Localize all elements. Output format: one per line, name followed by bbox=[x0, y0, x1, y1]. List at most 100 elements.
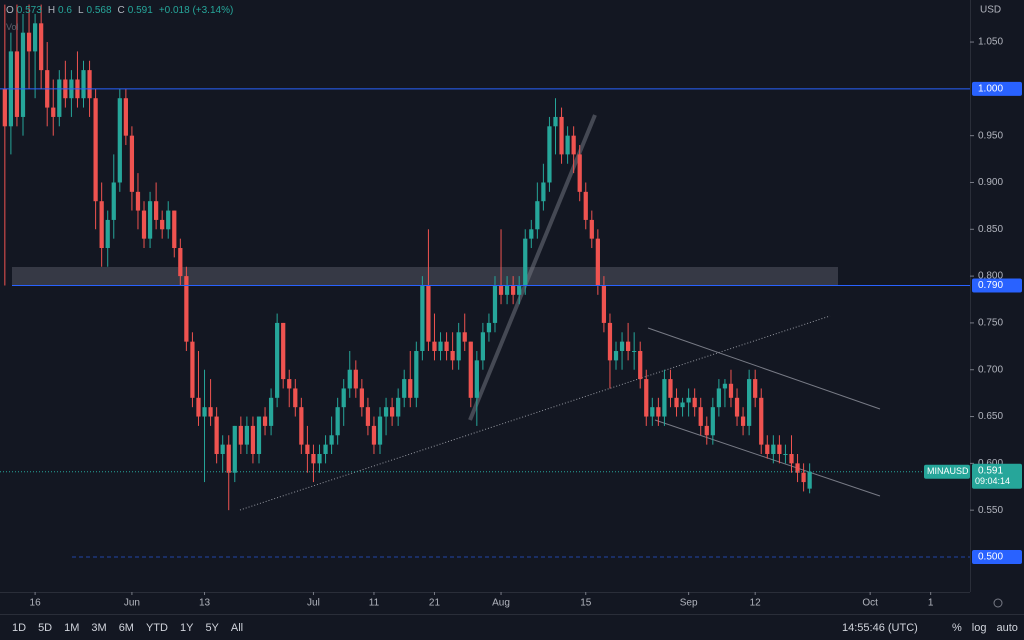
candle-body bbox=[262, 416, 268, 426]
candle-body bbox=[722, 383, 728, 389]
candle-body bbox=[389, 407, 395, 417]
candle-body bbox=[704, 425, 709, 436]
candle-body bbox=[789, 453, 794, 464]
candle-body bbox=[57, 79, 62, 117]
candle-body bbox=[734, 397, 740, 417]
range-button[interactable]: All bbox=[230, 622, 244, 634]
candle-body bbox=[365, 407, 371, 426]
candle-body bbox=[632, 351, 637, 353]
x-tick-label: 15 bbox=[580, 598, 592, 609]
candle-body bbox=[353, 369, 358, 389]
x-tick-label: 16 bbox=[30, 598, 42, 609]
candle-body bbox=[462, 332, 467, 342]
range-button[interactable]: 6M bbox=[118, 622, 134, 634]
candle-body bbox=[607, 322, 613, 361]
volume-label: Vol bbox=[6, 22, 19, 32]
range-button[interactable]: 3M bbox=[91, 622, 107, 634]
candle-body bbox=[728, 383, 734, 398]
candle-body bbox=[674, 397, 679, 408]
bottom-toolbar: 1D 5D 1M 3M 6M YTD 1Y 5Y All 14:55:46 (UTC) % log… bbox=[0, 614, 1024, 640]
candle-body bbox=[383, 407, 389, 417]
channel-line bbox=[647, 327, 881, 410]
candle-body bbox=[160, 219, 165, 230]
x-tick-label: 11 bbox=[369, 598, 380, 609]
range-button[interactable]: 1Y bbox=[179, 622, 194, 634]
candle-body bbox=[341, 388, 346, 408]
candle-body bbox=[371, 425, 377, 445]
candle-body bbox=[311, 453, 316, 464]
candle-body bbox=[299, 407, 304, 445]
candle-body bbox=[87, 70, 92, 99]
candle-body bbox=[529, 229, 534, 239]
candles bbox=[2, 4, 812, 511]
y-tick-label: 0.650 bbox=[978, 411, 1003, 422]
candle-body bbox=[111, 182, 116, 220]
ohlc-key: C bbox=[117, 5, 125, 16]
candle-body bbox=[184, 276, 189, 342]
candle-body bbox=[208, 407, 213, 417]
range-button[interactable]: 5Y bbox=[205, 622, 219, 634]
clock: 14:55:46 (UTC) bbox=[842, 622, 918, 634]
candle-body bbox=[668, 379, 673, 398]
candle-body bbox=[220, 444, 225, 454]
candle-body bbox=[547, 126, 552, 183]
candle-body bbox=[595, 238, 600, 286]
candle-body bbox=[129, 135, 135, 192]
candle-body bbox=[432, 341, 437, 352]
candle-body bbox=[214, 416, 219, 454]
candle-body bbox=[305, 444, 310, 454]
settings-icon[interactable] bbox=[993, 598, 1003, 608]
candle-body bbox=[377, 416, 383, 445]
range-button[interactable]: YTD bbox=[145, 622, 168, 634]
candle-body bbox=[93, 98, 98, 202]
candle-body bbox=[753, 379, 758, 398]
candle-body bbox=[571, 135, 576, 155]
candle-body bbox=[244, 425, 250, 445]
candle-body bbox=[638, 351, 643, 380]
scale-option[interactable]: auto bbox=[996, 622, 1018, 634]
symbol-label-bg bbox=[924, 464, 970, 479]
candle-body bbox=[147, 201, 153, 239]
range-button[interactable]: 1M bbox=[64, 622, 80, 634]
scale-option[interactable]: log bbox=[971, 622, 987, 634]
ohlc-key: L bbox=[77, 5, 84, 16]
candle-body bbox=[650, 407, 655, 417]
candle-body bbox=[601, 285, 607, 323]
symbol-label: MINAUSD bbox=[927, 466, 969, 476]
price-axis-border bbox=[970, 0, 971, 592]
candle-body bbox=[178, 248, 183, 277]
zone-box bbox=[12, 267, 838, 286]
y-tick-label: 0.900 bbox=[978, 177, 1003, 188]
candle-body bbox=[323, 444, 328, 454]
candle-body bbox=[807, 471, 812, 489]
level-label-bg bbox=[972, 549, 1022, 564]
x-tick-label: 21 bbox=[429, 598, 441, 609]
candle-body bbox=[740, 416, 746, 426]
price-label: 0.591 bbox=[978, 465, 1003, 476]
candle-body bbox=[402, 379, 407, 398]
candle-body bbox=[256, 416, 262, 454]
candle-body bbox=[613, 351, 619, 361]
candle-body bbox=[456, 332, 461, 361]
range-button[interactable]: 5D bbox=[38, 622, 53, 634]
candle-body bbox=[662, 379, 667, 417]
y-tick-label: 0.750 bbox=[978, 318, 1003, 329]
scale-option[interactable]: % bbox=[952, 622, 962, 634]
candle-body bbox=[420, 285, 425, 352]
candle-body bbox=[523, 238, 528, 286]
countdown: 09:04:14 bbox=[975, 476, 1010, 486]
range-button[interactable]: 1D bbox=[12, 622, 27, 634]
candle-body bbox=[414, 351, 419, 398]
trendline bbox=[239, 315, 831, 511]
candle-body bbox=[747, 379, 752, 426]
candle-body bbox=[783, 453, 788, 455]
candle-body bbox=[281, 322, 286, 380]
candle-body bbox=[154, 201, 159, 220]
candle-body bbox=[656, 407, 661, 417]
candle-body bbox=[759, 397, 764, 445]
candle-body bbox=[238, 425, 243, 445]
price-label-bg bbox=[972, 463, 1022, 489]
candle-body bbox=[492, 285, 498, 323]
candle-body bbox=[347, 369, 352, 389]
candle-body bbox=[801, 472, 806, 483]
